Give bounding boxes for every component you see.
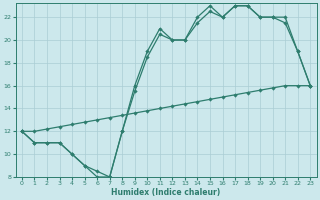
X-axis label: Humidex (Indice chaleur): Humidex (Indice chaleur): [111, 188, 221, 197]
